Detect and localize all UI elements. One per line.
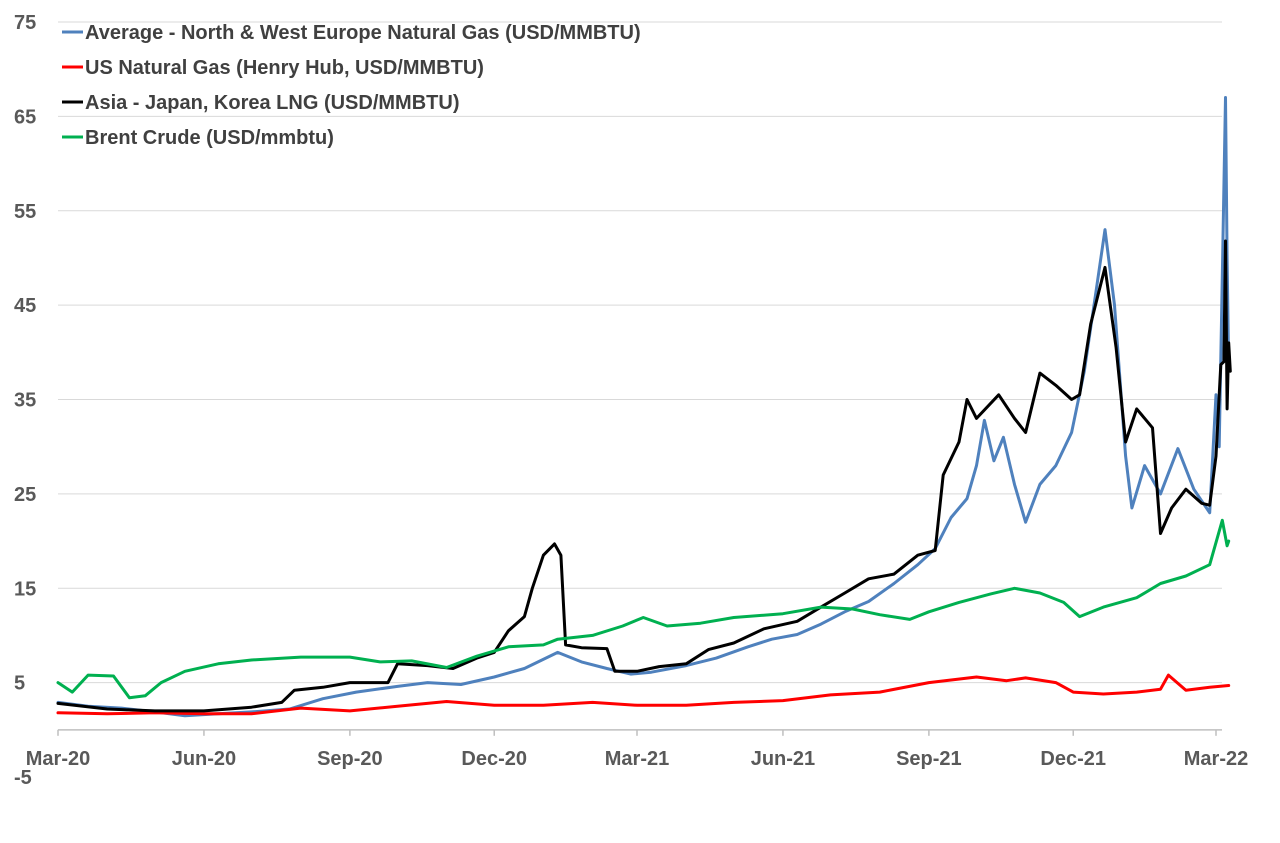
y-tick-label: 45 [14, 295, 36, 317]
series-line-3 [56, 239, 1232, 713]
series-line-4 [56, 518, 1231, 700]
y-tick-label: 55 [14, 201, 36, 223]
y-tick-label: 75 [14, 12, 36, 34]
legend: Average - North & West Europe Natural Ga… [62, 22, 641, 149]
x-tick-label: Sep-21 [896, 748, 962, 770]
x-tick-label: Dec-21 [1040, 748, 1106, 770]
y-tick-label: 15 [14, 578, 36, 600]
legend-label: Average - North & West Europe Natural Ga… [85, 22, 641, 44]
x-tick-label: Dec-20 [461, 748, 527, 770]
y-tick-label: 5 [14, 673, 25, 695]
x-tick-label: Mar-22 [1184, 748, 1248, 770]
legend-label: Asia - Japan, Korea LNG (USD/MMBTU) [85, 92, 459, 114]
series-line-2 [56, 673, 1231, 716]
y-tick-label: 65 [14, 106, 36, 128]
legend-entry: US Natural Gas (Henry Hub, USD/MMBTU) [62, 57, 484, 79]
legend-entry: Average - North & West Europe Natural Ga… [62, 22, 641, 44]
x-tick-label: Sep-20 [317, 748, 383, 770]
x-axis: Mar-20 Jun-20 Sep-20 Dec-20 Mar-21 Jun-21 Sep-… [26, 729, 1248, 770]
legend-entry: Asia - Japan, Korea LNG (USD/MMBTU) [62, 92, 459, 114]
x-tick-label: Jun-21 [751, 748, 815, 770]
gridlines [58, 21, 1222, 684]
x-tick-label: Mar-20 [26, 748, 90, 770]
legend-label: US Natural Gas (Henry Hub, USD/MMBTU) [85, 57, 484, 79]
y-tick-label: 35 [14, 390, 36, 412]
series-line-1 [56, 96, 1231, 718]
y-axis: -5 5 15 25 35 45 55 65 75 [14, 12, 36, 789]
series-lines [56, 96, 1232, 718]
legend-label: Brent Crude (USD/mmbtu) [85, 127, 334, 149]
x-tick-label: Mar-21 [605, 748, 669, 770]
y-tick-label: -5 [14, 767, 32, 789]
y-tick-label: 25 [14, 484, 36, 506]
legend-entry: Brent Crude (USD/mmbtu) [62, 127, 334, 149]
x-tick-label: Jun-20 [172, 748, 236, 770]
